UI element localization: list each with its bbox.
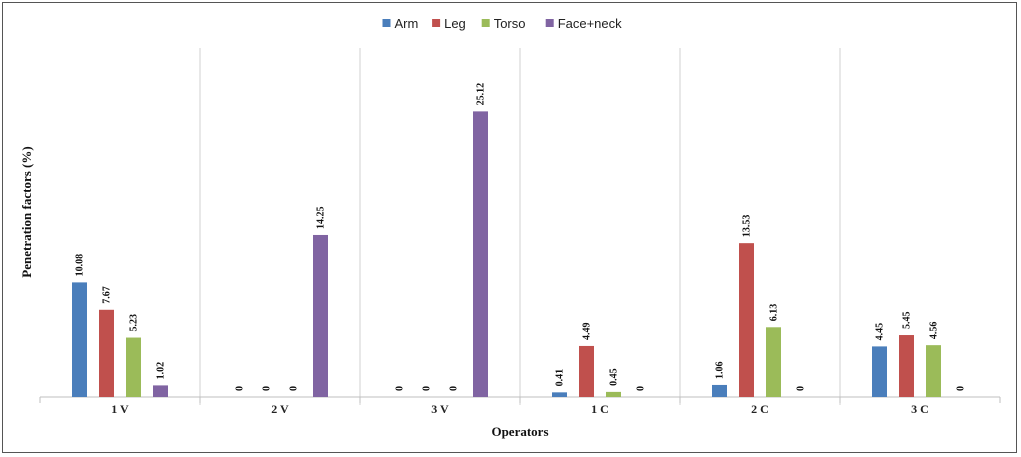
category-label: 3 C — [911, 402, 929, 416]
bar-face-neck — [153, 385, 168, 397]
bar-torso — [926, 345, 941, 397]
category-label: 1 V — [111, 402, 129, 416]
legend-label: Torso — [494, 16, 526, 31]
bar-face-neck — [313, 234, 328, 397]
value-label: 5.45 — [902, 312, 913, 330]
value-label: 0 — [796, 386, 807, 391]
legend-swatch — [432, 19, 441, 27]
bar-torso — [606, 391, 621, 397]
bar-arm — [552, 392, 567, 397]
bars — [72, 111, 941, 398]
value-label: 1.06 — [715, 361, 726, 379]
legend-swatch — [545, 19, 554, 27]
x-axis-title: Operators — [491, 424, 548, 439]
y-axis-title: Penetration factors (%) — [19, 146, 34, 277]
bar-leg — [579, 345, 594, 397]
value-label: 5.23 — [129, 314, 140, 332]
value-label: 0 — [262, 386, 273, 391]
bar-leg — [99, 309, 114, 397]
bar-arm — [712, 384, 727, 397]
value-label: 4.45 — [875, 323, 886, 341]
value-label: 13.53 — [742, 215, 753, 238]
bar-torso — [126, 337, 141, 397]
legend-label: Leg — [444, 16, 466, 31]
value-label: 10.08 — [75, 254, 86, 277]
category-label: 3 V — [431, 402, 449, 416]
category-labels: 1 V 2 V 3 V 1 C 2 C 3 C — [111, 402, 929, 416]
value-label: 0 — [235, 386, 246, 391]
value-label: 0 — [636, 386, 647, 391]
legend-swatch — [481, 19, 490, 27]
value-label: 1.02 — [156, 362, 167, 380]
bar-face-neck — [473, 111, 488, 398]
category-label: 2 C — [751, 402, 769, 416]
value-label: 0 — [289, 386, 300, 391]
value-label: 25.12 — [476, 83, 487, 106]
category-dividers — [39, 48, 1001, 405]
legend-label: Face+neck — [558, 16, 622, 31]
value-label: 6.13 — [769, 304, 780, 322]
value-label: 0 — [449, 386, 460, 391]
value-label: 14.25 — [316, 206, 327, 229]
category-label: 1 C — [591, 402, 609, 416]
value-label: 4.49 — [582, 322, 593, 340]
value-label: 0 — [422, 386, 433, 391]
bar-torso — [766, 327, 781, 397]
value-label: 4.56 — [929, 322, 940, 340]
bar-leg — [899, 335, 914, 397]
value-label: 7.67 — [102, 286, 113, 304]
legend: Arm Leg Torso Face+neck — [382, 16, 622, 31]
bar-arm — [872, 346, 887, 397]
bar-arm — [72, 282, 87, 397]
value-labels: 10.08 7.67 5.23 1.02 0 0 0 14.25 0 0 0 25.12 0.41 4.4… — [75, 83, 967, 391]
value-label: 0 — [956, 386, 967, 391]
legend-swatch — [382, 19, 391, 27]
legend-label: Arm — [395, 16, 419, 31]
value-label: 0.45 — [609, 368, 620, 386]
bar-leg — [739, 243, 754, 397]
category-label: 2 V — [271, 402, 289, 416]
value-label: 0 — [395, 386, 406, 391]
value-label: 0.41 — [555, 369, 566, 387]
